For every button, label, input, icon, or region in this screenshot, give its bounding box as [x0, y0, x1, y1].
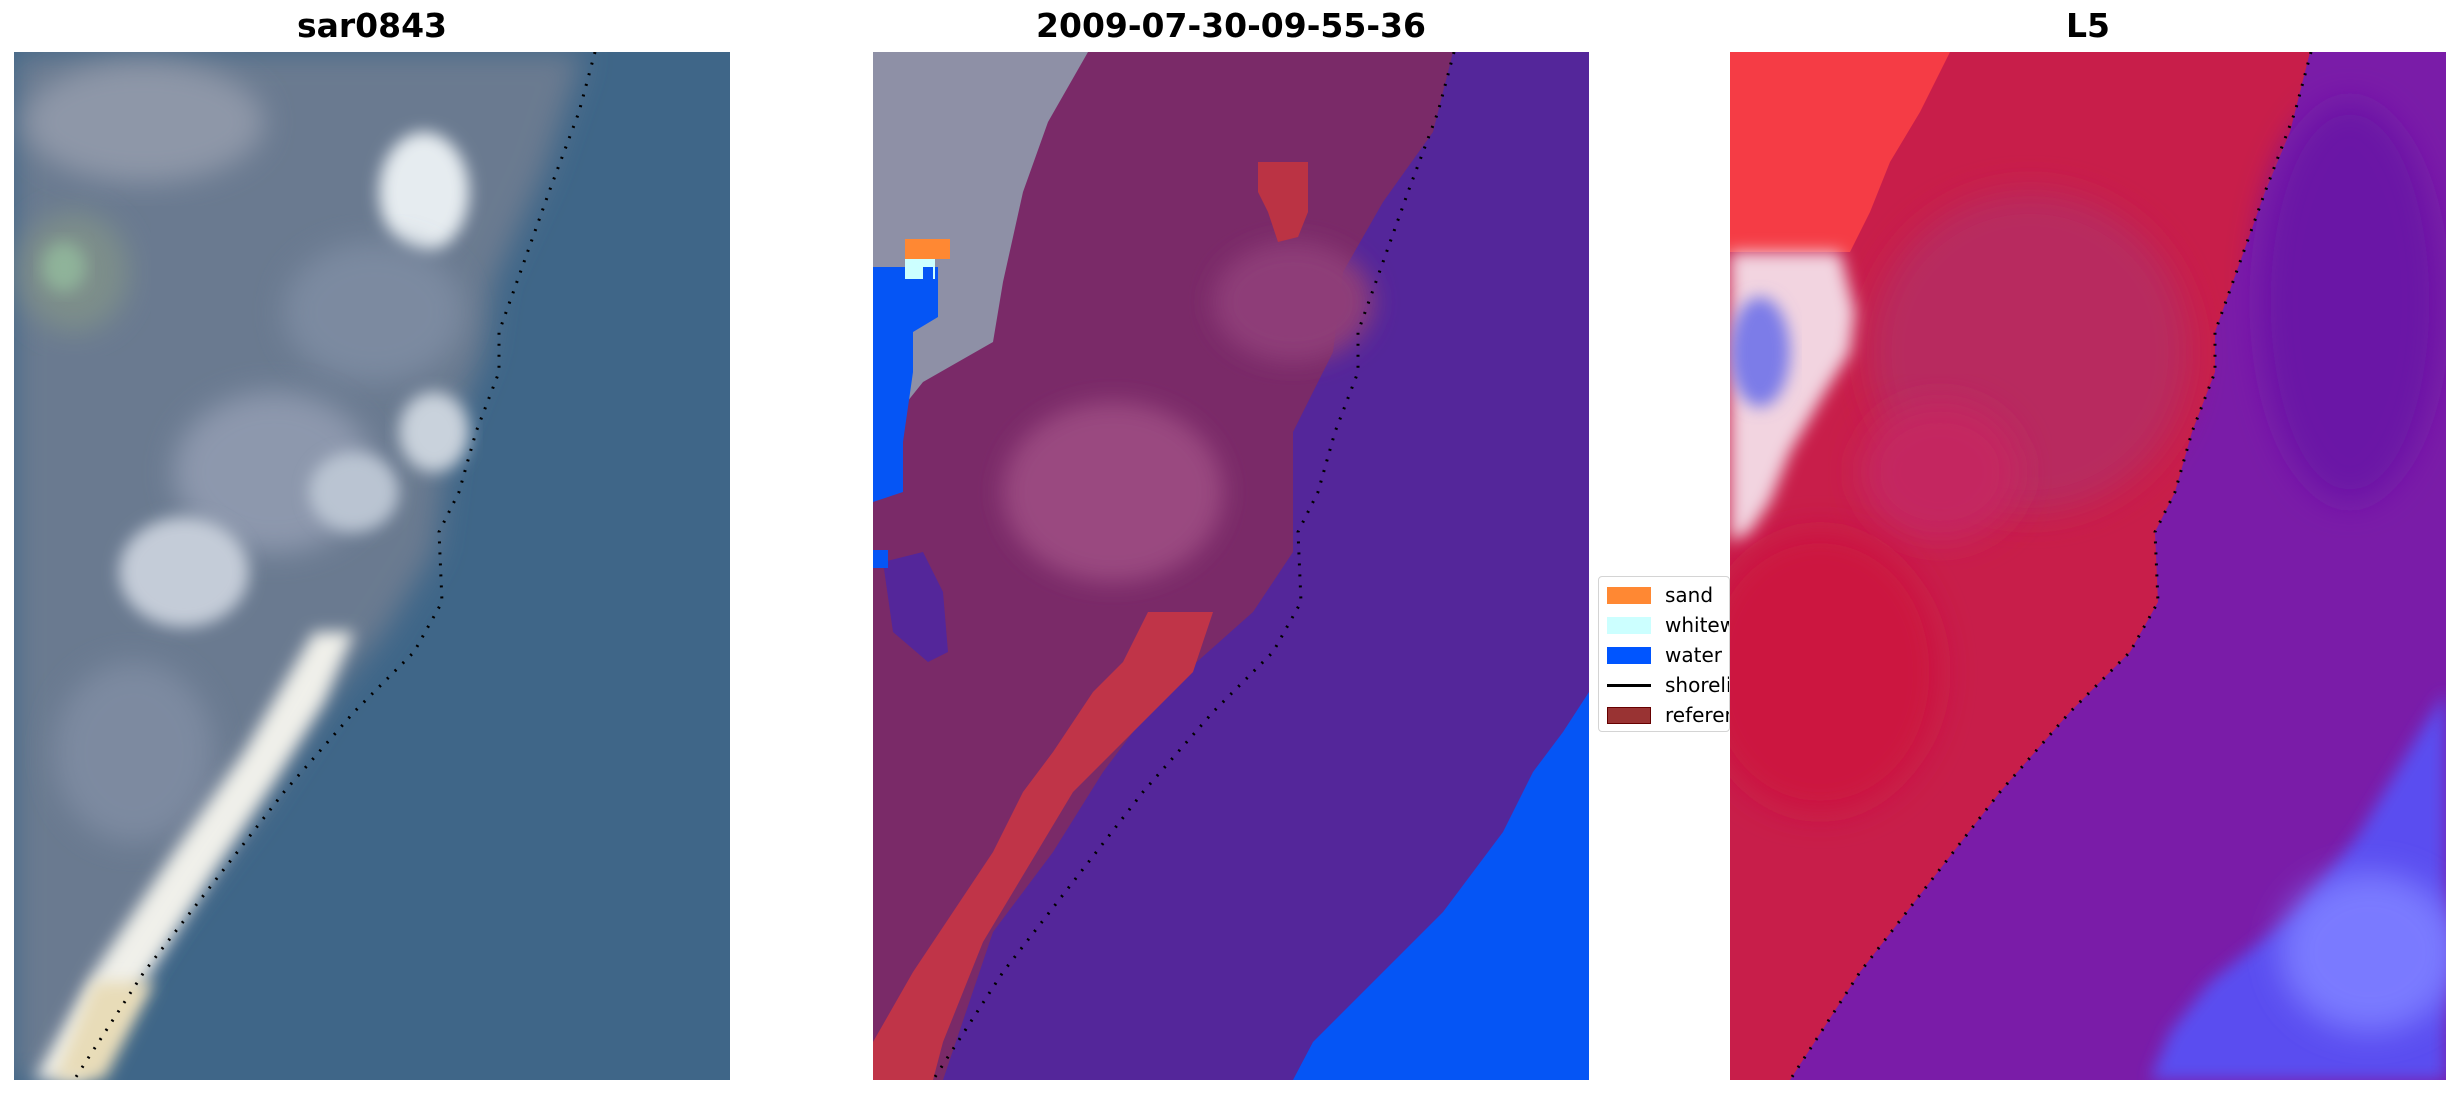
shoreline-overlay	[1788, 52, 2313, 1080]
satellite-image	[14, 52, 730, 1080]
sand-swatch	[1607, 586, 1651, 604]
legend-label: shoreline	[1665, 673, 1729, 697]
panel-title-classification: 2009-07-30-09-55-36	[1036, 6, 1426, 45]
water-class-area	[873, 267, 938, 502]
legend-item-water: water	[1599, 640, 1729, 670]
panel-title-rgb: sar0843	[296, 6, 448, 45]
legend-item-reference: reference	[1599, 700, 1729, 730]
legend-item-sand: sand	[1599, 580, 1729, 610]
index-image	[1730, 52, 2446, 1080]
reference-swatch	[1607, 706, 1651, 724]
legend-label: water	[1665, 643, 1722, 667]
reference-area-beach	[873, 612, 1213, 1080]
sand-class-area	[905, 239, 950, 259]
legend-item-shoreline: shoreline	[1599, 670, 1729, 700]
shoreline-line-sample	[1607, 683, 1651, 687]
panel-title-index: L5	[2066, 6, 2110, 45]
whitewater-swatch	[1607, 616, 1651, 634]
shoreline-overlay	[931, 52, 1456, 1080]
satellite-image-panel	[14, 52, 730, 1080]
classification-panel	[873, 52, 1589, 1080]
reference-area-top	[1258, 162, 1308, 242]
legend-label: reference	[1665, 703, 1729, 727]
shoreline-overlay	[72, 52, 597, 1080]
water-swatch	[1607, 646, 1651, 664]
index-image-panel	[1730, 52, 2446, 1080]
classification-image	[873, 52, 1589, 1080]
legend-label: sand	[1665, 583, 1714, 607]
